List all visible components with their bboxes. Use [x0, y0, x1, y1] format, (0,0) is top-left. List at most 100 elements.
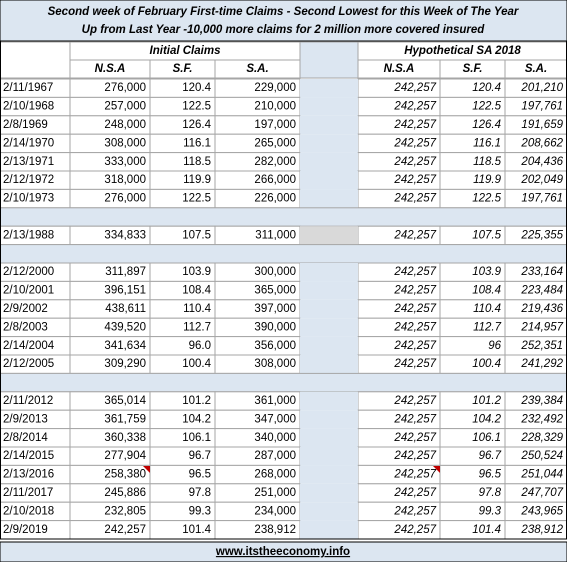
header-cell — [504, 59, 567, 79]
group-header: Initial Claims — [150, 45, 221, 57]
cell-text: 110.4 — [473, 303, 501, 315]
cell-text: 2/13/1971 — [3, 156, 54, 168]
cell-text: 239,384 — [520, 395, 563, 407]
cell-text: 107.5 — [182, 229, 211, 241]
comment-marker — [433, 466, 440, 473]
gap-cell — [300, 391, 358, 411]
cell-text: 2/10/1968 — [3, 101, 54, 113]
cell-text: 356,000 — [254, 340, 296, 352]
gap-cell — [300, 189, 358, 208]
column-header: S.A. — [246, 63, 268, 75]
cell-text: 308,000 — [254, 358, 296, 370]
cell-text: 242,257 — [393, 156, 436, 168]
cell-text: 122.5 — [182, 101, 211, 113]
cell-text: 101.4 — [472, 524, 501, 536]
cell-text: 309,290 — [104, 358, 146, 370]
cell-text: 439,520 — [104, 321, 146, 333]
gap-cell — [300, 263, 358, 282]
cell-text: 2/9/2019 — [3, 524, 48, 536]
cell-text: 104.2 — [182, 413, 211, 425]
cell-text: 2/10/2018 — [3, 505, 54, 517]
gap-cell — [300, 152, 358, 171]
gap-cell — [300, 520, 358, 539]
cell-text: 2/10/2001 — [3, 285, 54, 297]
gap-cell — [300, 428, 358, 447]
cell-text: 242,257 — [393, 524, 436, 536]
cell-text: 96.7 — [479, 450, 502, 462]
cell-text: 96.5 — [189, 469, 211, 481]
gap-cell — [300, 447, 358, 466]
gap-cell — [300, 226, 358, 245]
separator-row — [0, 372, 567, 393]
cell-text: 97.8 — [479, 487, 502, 499]
cell-text: 116.1 — [183, 137, 211, 149]
cell-text: 119.9 — [183, 174, 211, 186]
cell-text: 252,351 — [520, 340, 563, 352]
cell-text: 2/11/2017 — [3, 487, 53, 499]
cell-text: 210,000 — [254, 101, 296, 113]
cell-text: 242,257 — [393, 229, 436, 241]
cell-text: 2/13/1988 — [3, 229, 54, 241]
cell-text: 126.4 — [182, 119, 211, 131]
cell-text: 245,886 — [104, 487, 146, 499]
cell-text: 107.5 — [472, 229, 501, 241]
cell-text: 2/8/2003 — [3, 321, 48, 333]
gap-cell — [300, 483, 358, 503]
cell-text: 282,000 — [254, 156, 296, 168]
cell-text: 106.1 — [182, 432, 211, 444]
cell-text: 276,000 — [104, 82, 146, 94]
cell-text: 103.9 — [472, 266, 501, 278]
cell-text: 360,338 — [104, 432, 146, 444]
cell-text: 106.1 — [472, 432, 501, 444]
cell-text: 390,000 — [254, 321, 296, 333]
cell-text: 438,611 — [105, 303, 146, 315]
cell-text: 242,257 — [393, 505, 436, 517]
cell-text: 101.2 — [472, 395, 501, 407]
cell-text: 208,662 — [520, 137, 563, 149]
cell-text: 242,257 — [393, 101, 436, 113]
cell-text: 300,000 — [254, 266, 296, 278]
gap-cell — [300, 299, 358, 319]
cell-text: 2/8/1969 — [3, 119, 48, 131]
gap-cell — [300, 355, 358, 374]
cell-text: 396,151 — [104, 285, 146, 297]
gap-cell — [300, 97, 358, 116]
cell-text: 265,000 — [254, 137, 296, 149]
cell-text: 341,634 — [104, 340, 146, 352]
cell-text: 247,707 — [520, 487, 563, 499]
cell-text: 238,912 — [254, 524, 296, 536]
cell-text: 122.5 — [182, 193, 211, 205]
cell-text: 242,257 — [393, 340, 436, 352]
gap-cell — [300, 318, 358, 337]
cell-text: 365,014 — [104, 395, 146, 407]
header-cell — [0, 41, 71, 79]
cell-text: 268,000 — [254, 469, 296, 481]
cell-text: 242,257 — [393, 358, 436, 370]
cell-text: 228,329 — [520, 432, 563, 444]
cell-text: 361,000 — [254, 395, 296, 407]
cell-text: 242,257 — [393, 321, 436, 333]
column-header: S.F. — [463, 63, 483, 75]
cell-text: 266,000 — [254, 174, 296, 186]
cell-text: 333,000 — [104, 156, 146, 168]
cell-text: 242,257 — [393, 266, 436, 278]
cell-text: 2/14/2015 — [3, 450, 54, 462]
cell-text: 242,257 — [393, 285, 436, 297]
cell-text: 2/12/1972 — [3, 174, 54, 186]
cell-text: 108.4 — [182, 285, 211, 297]
cell-text: 122.5 — [472, 193, 501, 205]
cell-text: 287,000 — [254, 450, 296, 462]
cell-text: 334,833 — [104, 229, 146, 241]
cell-text: 2/9/2002 — [3, 303, 48, 315]
cell-text: 197,000 — [254, 119, 296, 131]
cell-text: 241,292 — [520, 358, 563, 370]
cell-text: 243,965 — [520, 505, 563, 517]
column-header: S.F. — [173, 63, 193, 75]
cell-text: 204,436 — [520, 156, 563, 168]
cell-text: 2/11/1967 — [3, 82, 53, 94]
cell-text: 250,524 — [520, 450, 563, 462]
cell-text: 122.5 — [472, 101, 501, 113]
cell-text: 112.7 — [183, 321, 211, 333]
cell-text: 101.2 — [182, 395, 211, 407]
cell-text: 197,761 — [521, 193, 563, 205]
